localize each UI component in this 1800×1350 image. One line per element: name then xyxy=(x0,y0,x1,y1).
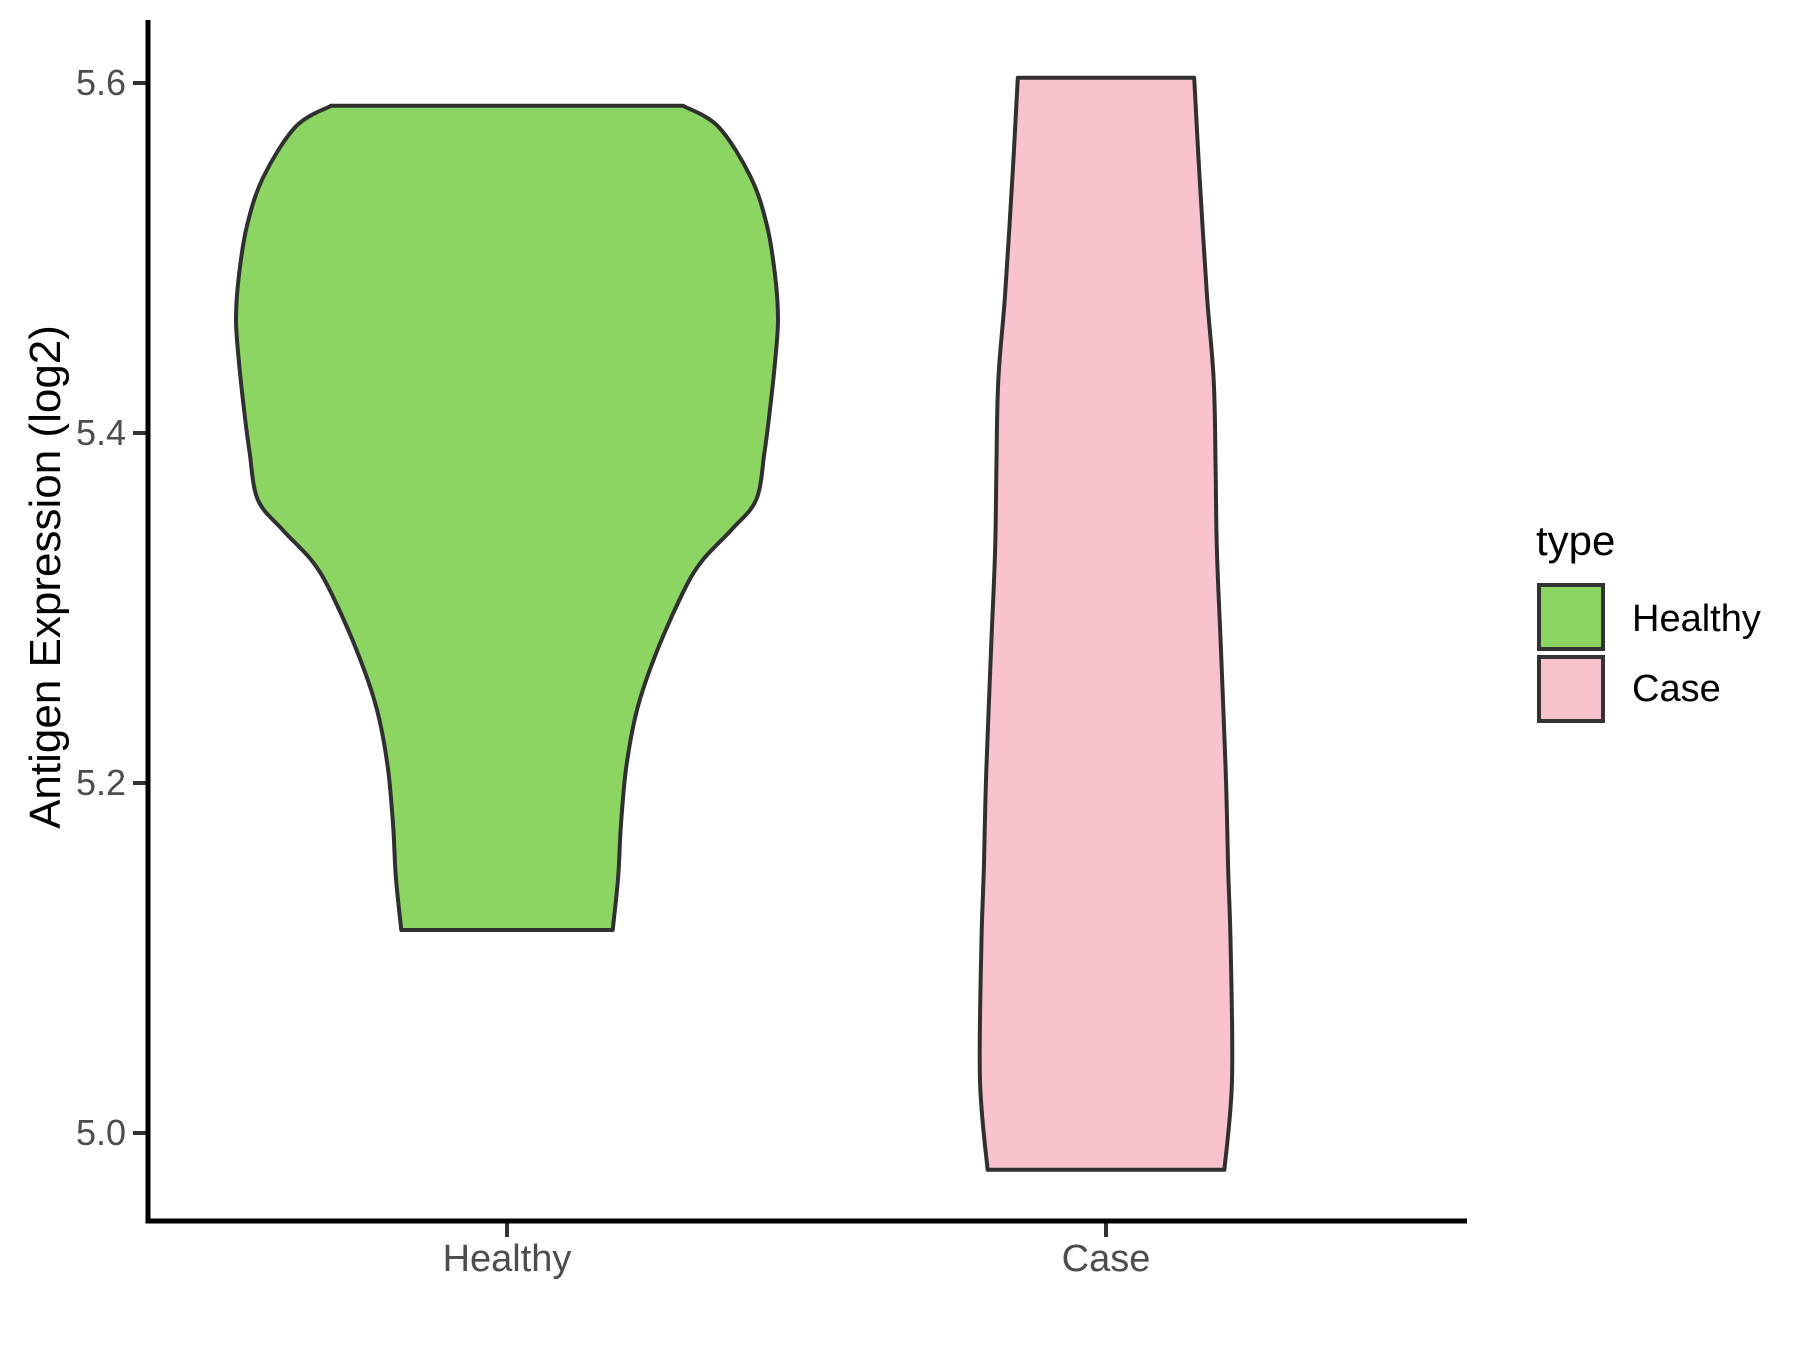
legend-title: type xyxy=(1536,517,1616,564)
violin-healthy xyxy=(234,103,780,932)
y-tick-label-5-4: 5.4 xyxy=(75,412,126,453)
legend-key-case-swatch xyxy=(1537,655,1605,723)
legend-label-case: Case xyxy=(1632,668,1721,710)
x-tick-label-case: Case xyxy=(1061,1238,1151,1280)
violin-case xyxy=(977,75,1235,1172)
x-tick-label-healthy: Healthy xyxy=(442,1238,572,1280)
y-tick-label-5-6: 5.6 xyxy=(75,62,126,103)
violins-layer xyxy=(234,75,1235,1172)
y-axis-title: Antigen Expression (log2) xyxy=(21,325,70,829)
legend-label-healthy: Healthy xyxy=(1632,598,1761,640)
legend-key-healthy-swatch xyxy=(1537,583,1605,651)
y-tick-label-5-0: 5.0 xyxy=(75,1112,126,1153)
y-tick-label-5-2: 5.2 xyxy=(75,762,126,803)
